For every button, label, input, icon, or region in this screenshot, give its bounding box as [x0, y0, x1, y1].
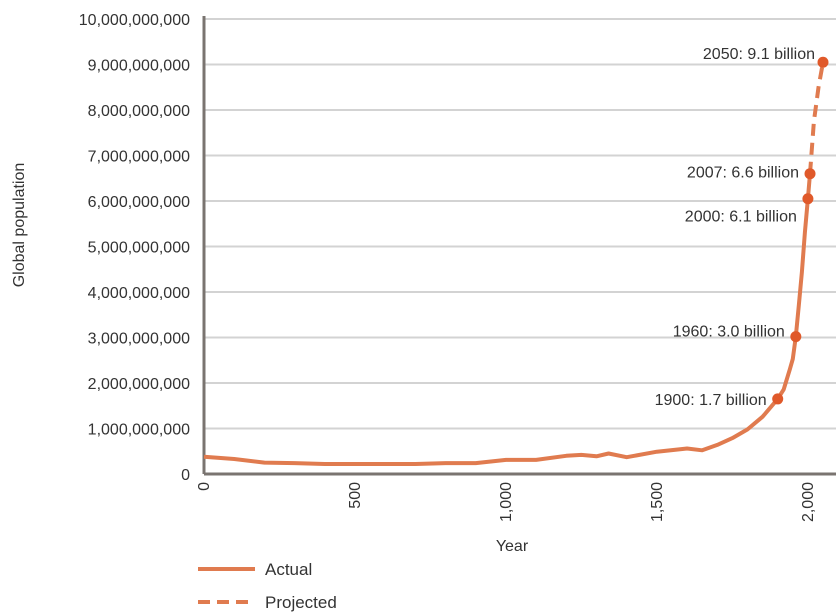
y-tick-label: 3,000,000,000: [88, 331, 190, 348]
y-tick-label: 6,000,000,000: [88, 194, 190, 211]
x-tick-label: 0: [196, 482, 213, 491]
y-tick-label: 10,000,000,000: [79, 12, 190, 29]
annotations: 1900: 1.7 billion 1960: 3.0 billion 2000: …: [655, 46, 829, 409]
y-tick-label: 2,000,000,000: [88, 376, 190, 393]
x-tick-label: 2,000: [800, 482, 817, 522]
annotation-marker: [817, 56, 829, 68]
y-tick-label: 8,000,000,000: [88, 103, 190, 120]
y-axis-label: Global population: [11, 163, 28, 288]
x-tick-label: 1,000: [498, 482, 515, 522]
y-tick-label: 9,000,000,000: [88, 58, 190, 75]
y-tick-label: 5,000,000,000: [88, 240, 190, 257]
annotation-label: 2050: 9.1 billion: [703, 46, 815, 63]
legend-actual-label: Actual: [265, 560, 312, 579]
annotation-marker: [802, 193, 814, 205]
annotation-marker: [804, 168, 816, 180]
annotation-label: 2000: 6.1 billion: [685, 209, 797, 226]
annotation-label: 2007: 6.6 billion: [687, 165, 799, 182]
annotation-label: 1960: 3.0 billion: [673, 324, 785, 341]
y-tick-label: 0: [181, 467, 190, 484]
series-projected-line: [808, 61, 825, 174]
series-actual-line: [203, 173, 812, 466]
annotation-marker: [772, 393, 784, 405]
grid-lines: [204, 18, 836, 430]
series-lines: [203, 61, 825, 466]
annotation-marker: [790, 331, 802, 343]
x-tick-label: 500: [347, 482, 364, 509]
legend-projected-label: Projected: [265, 593, 337, 612]
y-tick-labels: 0 1,000,000,000 2,000,000,000 3,000,000,000…: [79, 12, 190, 484]
y-tick-label: 1,000,000,000: [88, 422, 190, 439]
x-axis-label: Year: [496, 538, 529, 555]
y-tick-label: 4,000,000,000: [88, 285, 190, 302]
legend: Actual Projected: [198, 560, 337, 612]
axes: [202, 16, 836, 476]
y-tick-label: 7,000,000,000: [88, 149, 190, 166]
x-tick-labels: 0 500 1,000 1,500 2,000: [196, 482, 817, 522]
x-tick-label: 1,500: [649, 482, 666, 522]
annotation-label: 1900: 1.7 billion: [655, 392, 767, 409]
